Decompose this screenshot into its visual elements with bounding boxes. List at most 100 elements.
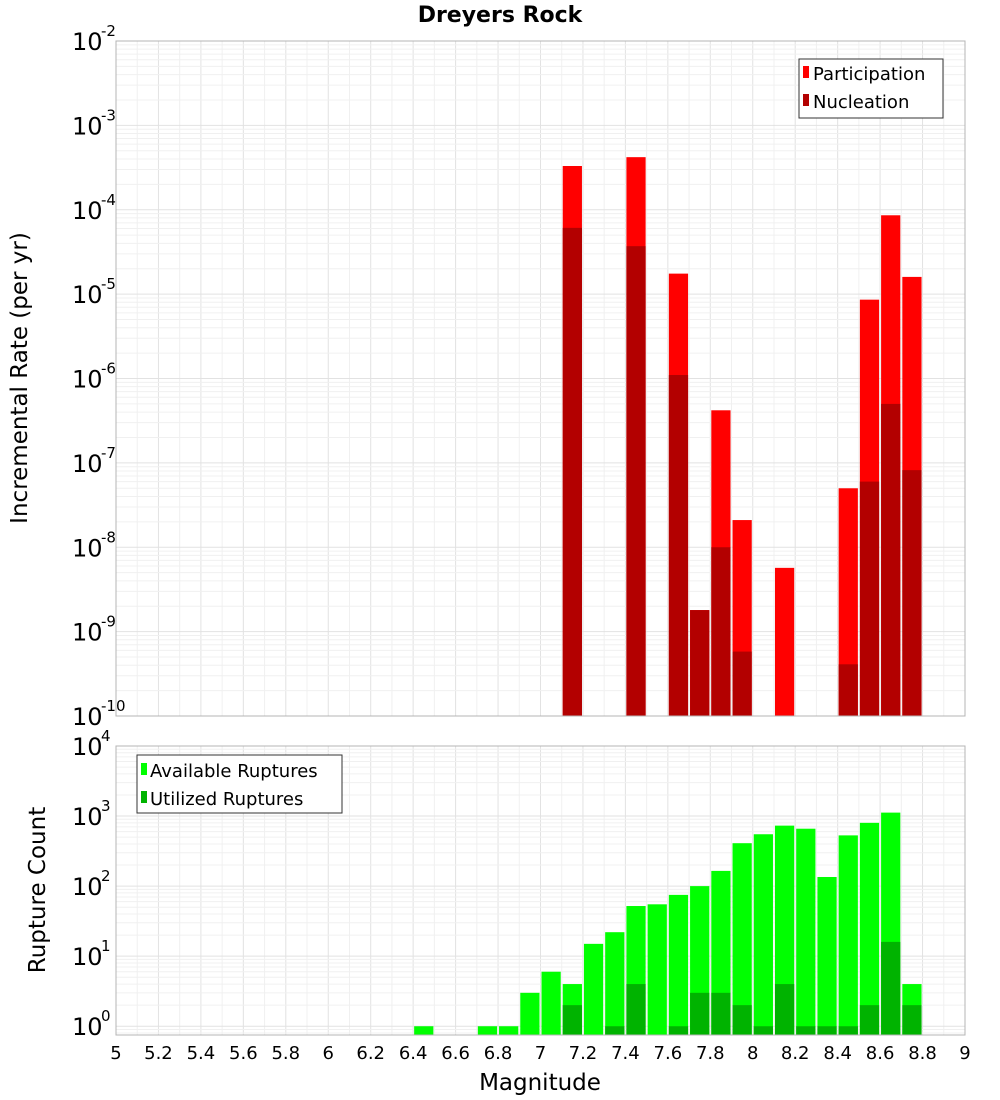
x-tick-label: 5.2 [144, 1043, 173, 1064]
bar-utilized-ruptures [817, 1026, 837, 1035]
bar-utilized-ruptures [668, 1026, 689, 1035]
bar-nucleation [668, 375, 689, 716]
bottom-plot-frame [115, 745, 966, 1036]
bar-available-ruptures [605, 932, 625, 1035]
y-tick-exponent: -9 [101, 613, 116, 631]
top-bars [562, 157, 922, 717]
y-tick-exponent: 1 [101, 937, 111, 955]
x-tick-label: 5 [110, 1043, 121, 1064]
y-tick-exponent: 2 [101, 867, 111, 885]
y-tick-label: 10 [72, 1013, 103, 1041]
x-tick-label: 6.8 [484, 1043, 513, 1064]
y-tick-exponent: -7 [101, 444, 116, 462]
bar-available-ruptures [753, 834, 773, 1035]
bar-utilized-ruptures [732, 1005, 752, 1035]
x-tick-label: 8.2 [781, 1043, 810, 1064]
x-tick-label: 8.8 [908, 1043, 937, 1064]
bar-utilized-ruptures [753, 1026, 773, 1035]
y-tick-label: 10 [72, 112, 103, 140]
bar-utilized-ruptures [902, 1005, 922, 1035]
x-ticks: 5 5.2 5.4 5.6 5.8 6 6.2 6.4 6.6 6.8 7 7.2 7.4 7.6 7.8 8… [110, 1043, 970, 1064]
bar-nucleation [838, 664, 858, 716]
chart-title: Dreyers Rock [418, 3, 584, 28]
bottom-legend: Available Ruptures Utilized Ruptures [136, 754, 343, 814]
bottom-bars [414, 812, 922, 1035]
bar-available-ruptures [477, 1026, 498, 1035]
bar-utilized-ruptures [690, 992, 710, 1035]
bar-available-ruptures [774, 825, 795, 1035]
bar-nucleation [859, 481, 880, 716]
y-tick-label: 10 [72, 534, 103, 562]
y-tick-exponent: -10 [101, 697, 126, 715]
bar-nucleation [902, 470, 922, 716]
bar-available-ruptures [541, 971, 561, 1035]
x-tick-label: 6.2 [356, 1043, 385, 1064]
bar-nucleation [562, 227, 582, 716]
bottom-y-axis-label: Rupture Count [25, 807, 51, 973]
y-tick-label: 10 [72, 366, 103, 394]
y-tick-exponent: -3 [101, 106, 116, 124]
x-tick-label: 7.8 [696, 1043, 725, 1064]
x-tick-label: 7 [535, 1043, 546, 1064]
y-tick-exponent: 0 [101, 1007, 111, 1025]
legend-swatch-available-ruptures [141, 763, 147, 775]
x-tick-label: 5.4 [187, 1043, 216, 1064]
legend-swatch-utilized-ruptures [141, 791, 147, 803]
legend-swatch-participation [803, 66, 809, 78]
x-tick-label: 6.4 [399, 1043, 428, 1064]
y-tick-label: 10 [72, 619, 103, 647]
bar-utilized-ruptures [711, 992, 731, 1035]
y-tick-label: 10 [72, 733, 103, 761]
bottom-legend-box [136, 754, 343, 814]
x-tick-label: 7.2 [569, 1043, 598, 1064]
x-tick-label: 9 [959, 1043, 970, 1064]
y-tick-exponent: 3 [101, 797, 111, 815]
x-axis-label: Magnitude [479, 1070, 601, 1096]
y-tick-label: 10 [72, 450, 103, 478]
bar-utilized-ruptures [838, 1026, 858, 1035]
top-legend: Participation Nucleation [798, 58, 944, 119]
y-tick-label: 10 [72, 703, 103, 731]
bar-available-ruptures [414, 1026, 434, 1035]
top-legend-box [798, 58, 944, 119]
bar-available-ruptures [796, 828, 816, 1035]
y-tick-label: 10 [72, 28, 103, 56]
x-tick-label: 7.4 [611, 1043, 640, 1064]
y-tick-exponent: -6 [101, 360, 116, 378]
x-tick-label: 8 [747, 1043, 758, 1064]
bar-nucleation [690, 610, 710, 716]
bar-available-ruptures [838, 835, 858, 1035]
y-tick-label: 10 [72, 873, 103, 901]
top-y-axis-label: Incremental Rate (per yr) [7, 232, 33, 524]
y-tick-label: 10 [72, 281, 103, 309]
bar-utilized-ruptures [859, 1005, 880, 1035]
y-tick-exponent: -8 [101, 528, 116, 546]
y-tick-exponent: -4 [101, 191, 116, 209]
x-tick-label: 8.6 [866, 1043, 895, 1064]
legend-label-participation: Participation [813, 64, 925, 85]
bar-nucleation [881, 403, 901, 716]
y-tick-label: 10 [72, 803, 103, 831]
top-plot-frame [115, 40, 966, 717]
bar-utilized-ruptures [796, 1026, 816, 1035]
x-tick-label: 8.4 [823, 1043, 852, 1064]
bar-available-ruptures [668, 894, 689, 1035]
x-tick-label: 5.6 [229, 1043, 258, 1064]
x-tick-label: 6.6 [441, 1043, 470, 1064]
bar-utilized-ruptures [562, 1005, 582, 1035]
legend-label-nucleation: Nucleation [813, 92, 909, 113]
bar-available-ruptures [499, 1026, 519, 1035]
bar-nucleation [711, 547, 731, 716]
x-tick-label: 5.8 [271, 1043, 300, 1064]
y-tick-label: 10 [72, 197, 103, 225]
legend-label-available-ruptures: Available Ruptures [150, 761, 318, 782]
bottom-grid [115, 745, 966, 1035]
bar-nucleation [732, 651, 752, 716]
bar-utilized-ruptures [881, 941, 901, 1035]
bar-available-ruptures [647, 904, 667, 1035]
